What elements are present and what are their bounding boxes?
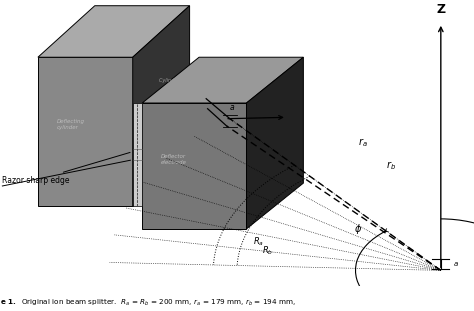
Text: Cylindrical electrode: Cylindrical electrode <box>159 78 210 83</box>
Polygon shape <box>142 57 303 103</box>
Text: Deflector
electrode: Deflector electrode <box>161 154 187 165</box>
Polygon shape <box>246 57 303 229</box>
Text: $r_b$: $r_b$ <box>386 160 396 172</box>
Polygon shape <box>38 57 133 206</box>
Text: $\phi$: $\phi$ <box>354 222 362 236</box>
Text: $R_b$: $R_b$ <box>262 244 273 257</box>
Text: Z: Z <box>436 3 446 16</box>
Text: a: a <box>454 261 458 267</box>
Text: $R_a$: $R_a$ <box>253 235 264 248</box>
Text: $r_a$: $r_a$ <box>358 137 367 150</box>
Text: a: a <box>230 103 235 112</box>
Text: Deflecting
cylinder: Deflecting cylinder <box>57 119 85 130</box>
Polygon shape <box>38 6 190 57</box>
Polygon shape <box>133 103 142 206</box>
Polygon shape <box>133 6 190 206</box>
Polygon shape <box>142 103 246 229</box>
Text: Razor sharp edge: Razor sharp edge <box>2 152 130 185</box>
Text: $\bf{e}$ $\bf{1.}$  Original ion beam splitter.  $R_a$ = $R_b$ = 200 mm, $r_a$ =: $\bf{e}$ $\bf{1.}$ Original ion beam spl… <box>0 298 296 308</box>
